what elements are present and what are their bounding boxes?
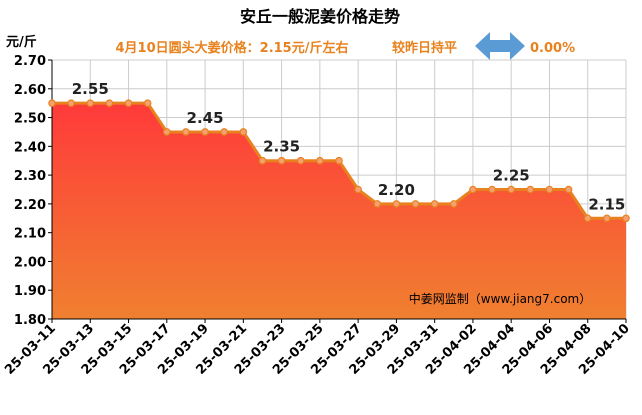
y-tick-label: 2.60 xyxy=(14,83,46,98)
data-point xyxy=(277,156,286,165)
data-point xyxy=(316,156,324,165)
data-point xyxy=(239,128,248,136)
data-point xyxy=(335,156,343,165)
change-percent: 0.00% xyxy=(530,41,575,56)
data-label: 2.35 xyxy=(263,138,300,156)
data-point xyxy=(201,128,209,136)
y-axis-unit-label: 元/斤 xyxy=(6,34,37,50)
data-label: 2.15 xyxy=(588,195,625,213)
y-tick-label: 2.40 xyxy=(14,140,46,155)
trend-text: 较昨日持平 xyxy=(392,40,457,56)
data-point xyxy=(564,185,573,194)
y-tick-label: 1.80 xyxy=(14,313,46,328)
data-point xyxy=(105,99,114,107)
data-label: 2.45 xyxy=(187,109,224,127)
data-point xyxy=(86,99,95,107)
y-tick-label: 2.00 xyxy=(14,255,46,270)
data-point xyxy=(622,214,630,223)
y-tick-label: 2.50 xyxy=(14,112,46,127)
y-tick-label: 2.10 xyxy=(14,227,46,242)
watermark: 中姜网监制（www.jiang7.com） xyxy=(409,291,591,306)
data-point xyxy=(163,128,171,136)
y-tick-label: 1.90 xyxy=(14,284,46,299)
data-point xyxy=(507,185,516,194)
y-tick-label: 2.70 xyxy=(14,54,46,69)
data-point xyxy=(603,214,611,223)
data-point xyxy=(469,185,477,194)
data-point xyxy=(392,200,401,208)
chart-subtitle: 4月10日圆头大姜价格：2.15元/斤左右 xyxy=(116,40,349,56)
data-label: 2.55 xyxy=(72,80,109,98)
area-series xyxy=(52,101,626,320)
data-points xyxy=(48,99,630,223)
data-point xyxy=(258,156,267,165)
data-point xyxy=(488,185,496,194)
double-arrow-icon xyxy=(475,32,525,60)
data-point xyxy=(526,185,535,194)
data-point xyxy=(182,128,190,136)
data-point xyxy=(373,200,382,208)
y-axis-ticks: 2.70 2.60 2.50 2.40 2.30 2.20 2.10 2.00 1.90 1.80 xyxy=(14,54,52,328)
data-point xyxy=(449,200,458,208)
data-point xyxy=(48,99,56,107)
area-fill xyxy=(52,103,626,320)
y-tick-label: 2.20 xyxy=(14,198,46,213)
data-point xyxy=(296,156,305,165)
data-point xyxy=(67,99,75,107)
data-point xyxy=(354,185,362,194)
x-axis-ticks: 25-03-1125-03-1325-03-1525-03-1725-03-19… xyxy=(2,319,633,378)
data-point xyxy=(583,214,592,223)
data-label: 2.20 xyxy=(378,181,415,199)
data-point xyxy=(411,200,420,208)
data-point xyxy=(545,185,554,194)
chart-title: 安丘一般泥姜价格走势 xyxy=(240,7,400,26)
y-tick-label: 2.30 xyxy=(14,169,46,184)
data-point xyxy=(430,200,439,208)
data-point xyxy=(124,99,133,107)
data-label: 2.25 xyxy=(493,167,530,185)
data-labels: 2.55 2.45 2.35 2.20 2.25 2.15 xyxy=(72,80,626,213)
data-point xyxy=(220,128,229,136)
data-point xyxy=(143,99,152,107)
